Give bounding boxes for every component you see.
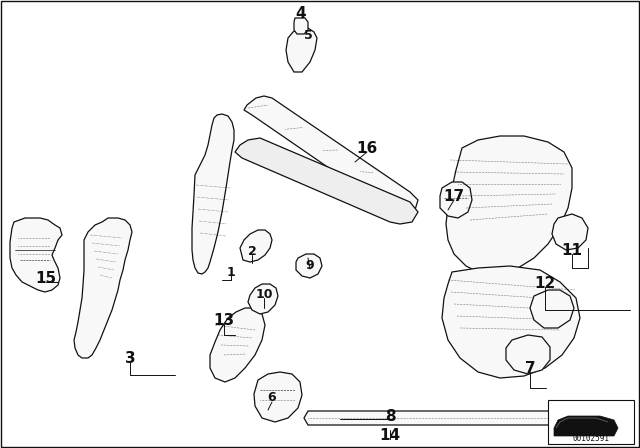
Text: 10: 10: [255, 288, 273, 301]
Polygon shape: [240, 230, 272, 262]
Polygon shape: [506, 335, 550, 374]
Text: 11: 11: [561, 242, 582, 258]
Text: 17: 17: [444, 189, 465, 203]
Polygon shape: [248, 284, 278, 314]
Text: 3: 3: [125, 350, 135, 366]
Bar: [548, 400, 634, 444]
Polygon shape: [440, 182, 472, 218]
Polygon shape: [235, 138, 418, 224]
Polygon shape: [244, 96, 418, 215]
Polygon shape: [10, 218, 62, 292]
Polygon shape: [530, 290, 574, 328]
Polygon shape: [192, 114, 234, 274]
Text: 13: 13: [213, 313, 235, 327]
Polygon shape: [254, 372, 302, 422]
Text: 15: 15: [35, 271, 56, 285]
Polygon shape: [304, 411, 562, 425]
Text: 16: 16: [356, 141, 378, 155]
Text: 12: 12: [534, 276, 556, 290]
Polygon shape: [286, 28, 317, 72]
Text: 4: 4: [296, 5, 307, 21]
Text: 5: 5: [303, 29, 312, 42]
Text: 6: 6: [268, 391, 276, 404]
Text: 14: 14: [380, 427, 401, 443]
Polygon shape: [442, 266, 580, 378]
Polygon shape: [294, 18, 308, 34]
Polygon shape: [74, 218, 132, 358]
Text: 2: 2: [248, 245, 257, 258]
Text: 8: 8: [385, 409, 396, 423]
Text: 9: 9: [306, 258, 314, 271]
Polygon shape: [296, 254, 322, 278]
Text: 00102591: 00102591: [573, 434, 609, 443]
Polygon shape: [552, 214, 588, 250]
Polygon shape: [210, 308, 265, 382]
Polygon shape: [446, 136, 572, 274]
Text: 7: 7: [525, 361, 535, 375]
Text: 1: 1: [227, 266, 236, 279]
Polygon shape: [554, 416, 618, 436]
